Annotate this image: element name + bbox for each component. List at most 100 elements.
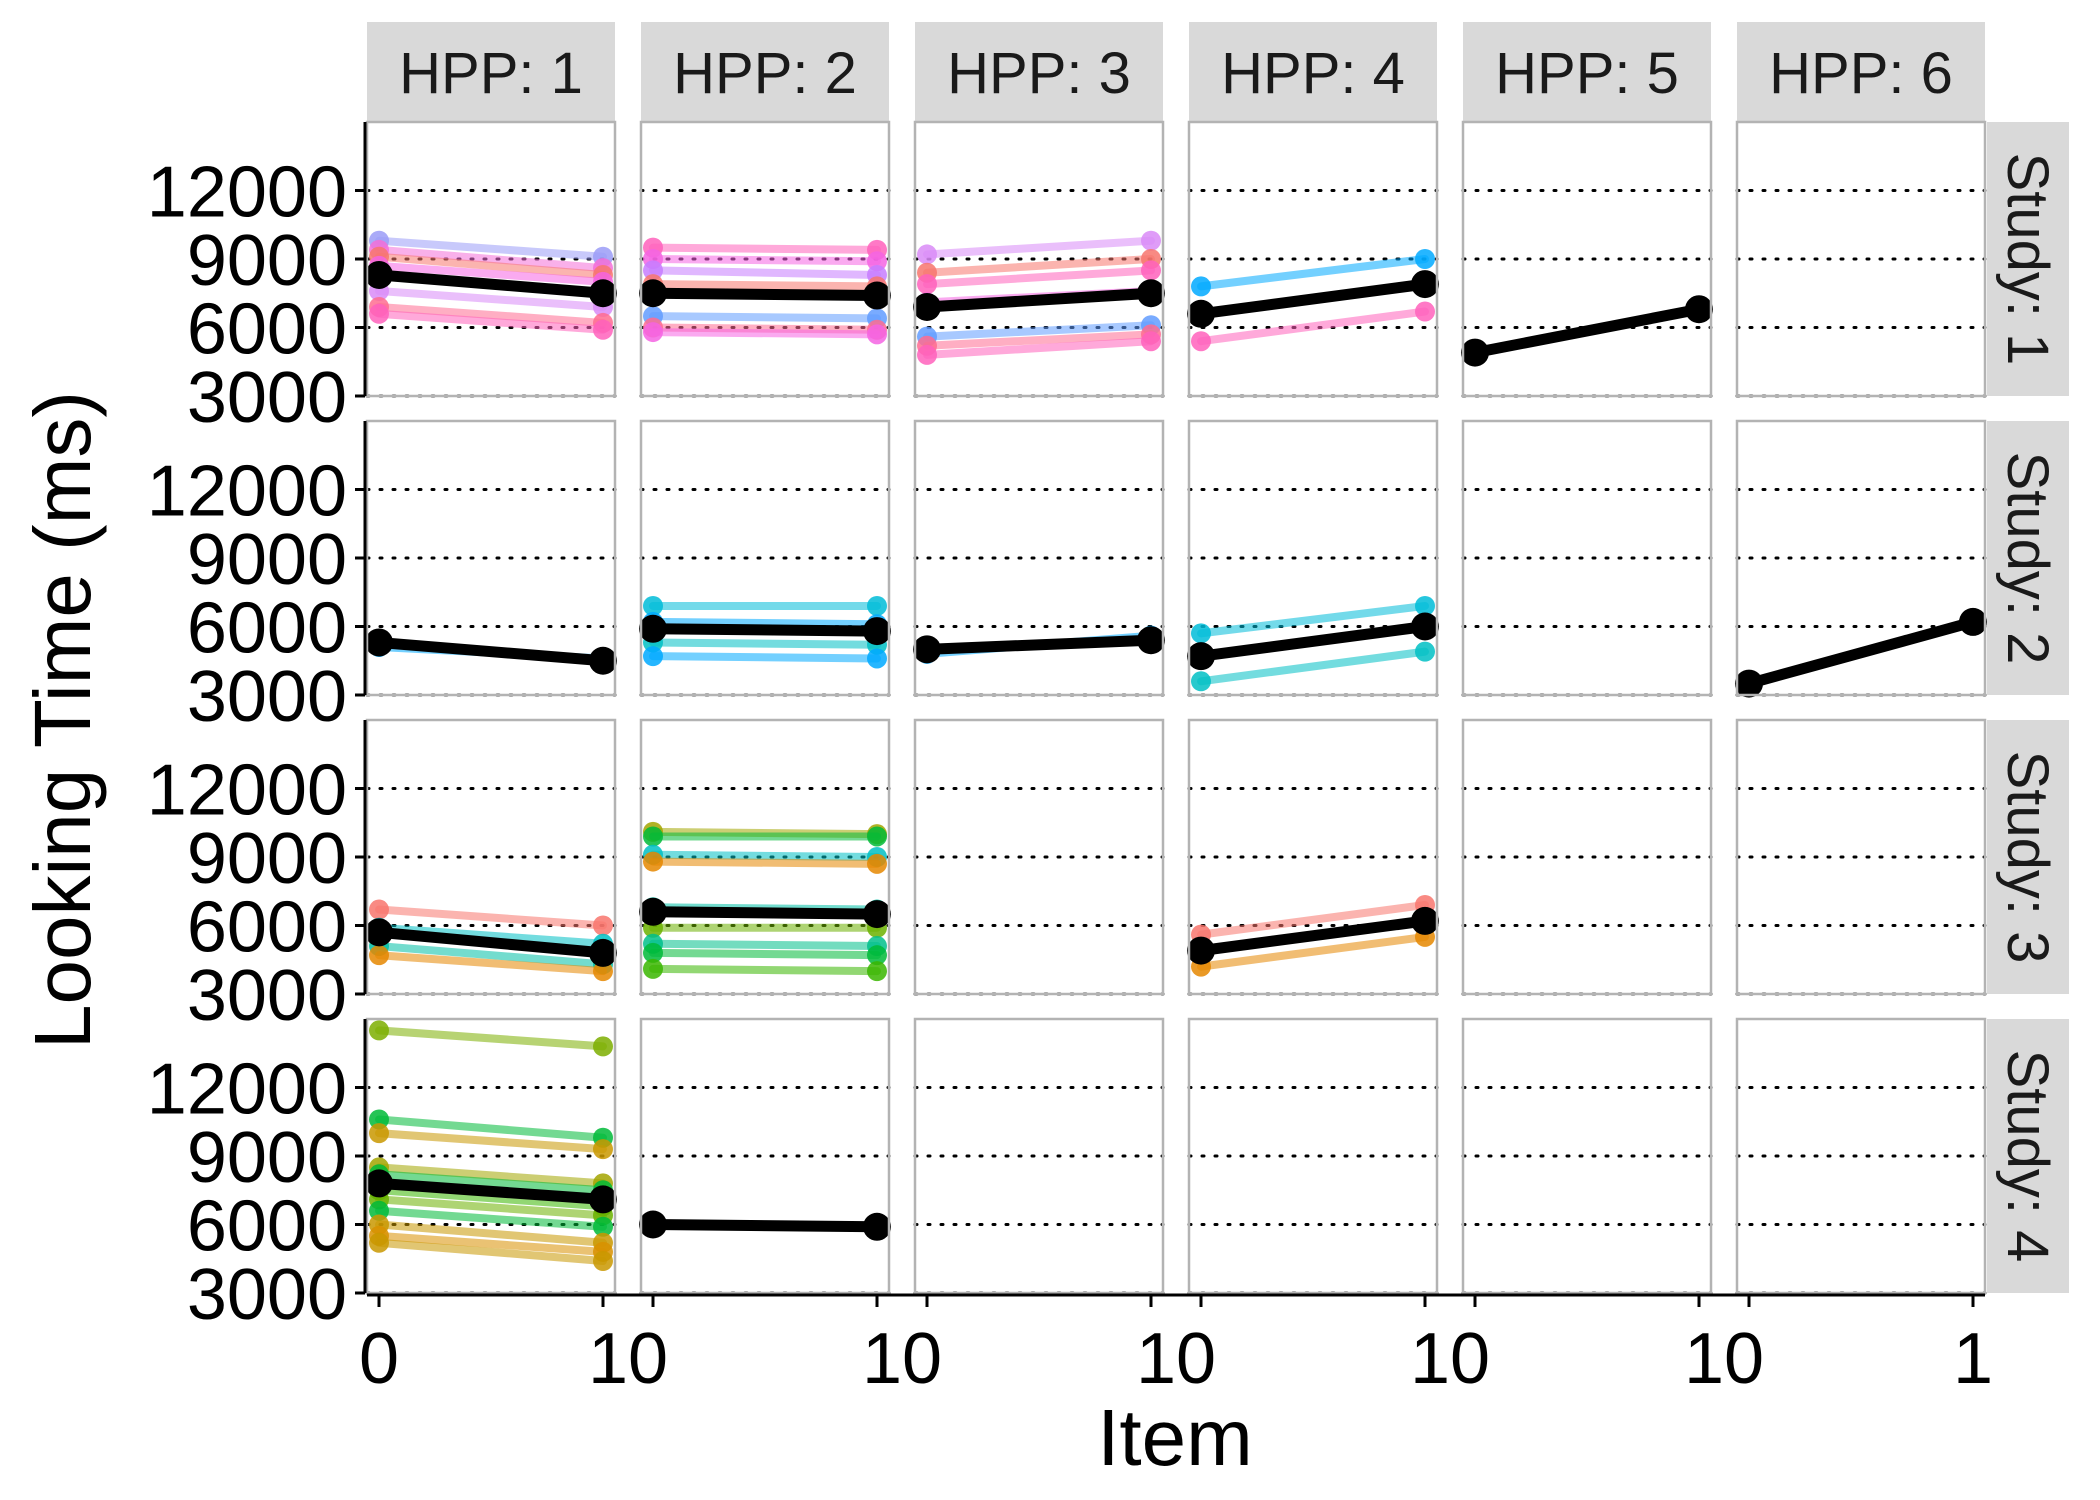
x-axis-title: Item — [1097, 1393, 1253, 1482]
panel — [1187, 718, 1439, 996]
panel-border — [913, 419, 1165, 697]
row-strip — [1987, 421, 2069, 695]
panel-border — [365, 419, 617, 697]
series-point — [1191, 623, 1211, 644]
row-strip — [1987, 720, 2069, 994]
mean-line — [647, 1219, 883, 1233]
mean-point — [1137, 279, 1165, 308]
column-strip-label: HPP: 5 — [1495, 41, 1679, 106]
panel-border — [639, 419, 891, 697]
series-line — [375, 1220, 607, 1247]
panel-border — [365, 1017, 617, 1295]
series-line — [375, 302, 607, 327]
row-strip-label: Study: 2 — [1995, 452, 2060, 665]
series-point — [369, 1020, 389, 1041]
y-tick-label: 3000 — [187, 358, 347, 438]
panel — [1187, 419, 1439, 697]
y-tick-label: 9000 — [187, 520, 347, 600]
series-point — [1191, 276, 1211, 297]
panel — [365, 718, 617, 996]
mean-point — [1411, 612, 1439, 641]
mean-line — [921, 634, 1157, 655]
series-point — [867, 961, 887, 982]
panel — [913, 718, 1165, 996]
series-line — [375, 1163, 607, 1188]
mean-point — [1461, 338, 1489, 367]
panels — [365, 120, 1987, 1295]
series-line — [649, 939, 881, 951]
mean-point — [1137, 626, 1165, 655]
series-line — [375, 1129, 607, 1154]
series-point — [593, 319, 613, 340]
series-point — [643, 595, 663, 616]
series-line — [649, 857, 881, 868]
x-tick-label: 10 — [1684, 1319, 1764, 1399]
series-point — [1415, 595, 1435, 616]
mean-line — [1195, 621, 1431, 662]
mean-point — [863, 617, 891, 646]
column-strip — [367, 22, 615, 122]
panel — [1461, 1017, 1713, 1295]
x-tick-label: 10 — [1410, 1319, 1490, 1399]
column-strip — [1189, 22, 1437, 122]
series-line — [375, 252, 607, 279]
series-point — [1141, 230, 1161, 251]
panel — [1735, 718, 1987, 996]
panel — [1461, 120, 1713, 398]
y-tick-label: 6000 — [187, 290, 347, 370]
panel — [1461, 718, 1713, 996]
series-point — [593, 961, 613, 982]
series-line — [923, 321, 1155, 341]
y-tick-label: 12000 — [147, 153, 347, 233]
panel — [913, 1017, 1165, 1295]
series-line — [1197, 932, 1429, 971]
x-tick-label: 10 — [588, 1319, 668, 1399]
column-strip-label: HPP: 1 — [399, 41, 583, 106]
y-tick-label: 6000 — [187, 888, 347, 968]
series-point — [867, 595, 887, 616]
mean-point — [1187, 936, 1215, 965]
series-line — [649, 266, 881, 279]
series-line — [649, 255, 881, 266]
panel-border — [1735, 120, 1987, 398]
mean-point — [639, 1210, 667, 1239]
series-point — [643, 851, 663, 872]
series-line — [375, 1238, 607, 1266]
series-point — [643, 260, 663, 281]
y-tick-label: 9000 — [187, 221, 347, 301]
mean-line — [1469, 303, 1705, 359]
mean-line — [373, 926, 609, 959]
mean-point — [1411, 270, 1439, 299]
row-strip-label: Study: 4 — [1995, 1050, 2060, 1263]
y-tick-label: 12000 — [147, 751, 347, 831]
mean-point — [1685, 295, 1713, 324]
series-point — [867, 324, 887, 345]
series-point — [643, 958, 663, 979]
panel-border — [913, 120, 1165, 398]
series-point — [867, 251, 887, 272]
column-strip-label: HPP: 2 — [673, 41, 857, 106]
series-line — [375, 1115, 607, 1142]
mean-point — [639, 897, 667, 926]
mean-point — [1187, 299, 1215, 328]
series-point — [593, 1139, 613, 1160]
series-line — [375, 309, 607, 334]
series-point — [1415, 249, 1435, 269]
y-tick-label: 12000 — [147, 452, 347, 532]
series-point — [867, 648, 887, 669]
series-point — [867, 853, 887, 874]
panel — [1187, 120, 1439, 398]
mean-line — [1195, 915, 1431, 957]
series-point — [643, 826, 663, 847]
series-point — [593, 1216, 613, 1237]
y-tick-label: 3000 — [187, 956, 347, 1036]
mean-point — [863, 1212, 891, 1241]
panel-border — [639, 718, 891, 996]
mean-point — [589, 1185, 617, 1214]
panel-border — [913, 1017, 1165, 1295]
y-axis-title: Looking Time (ms) — [18, 391, 107, 1049]
y-tick-label: 6000 — [187, 589, 347, 669]
column-strip-label: HPP: 3 — [947, 41, 1131, 106]
mean-point — [589, 279, 617, 308]
series-line — [649, 280, 881, 291]
